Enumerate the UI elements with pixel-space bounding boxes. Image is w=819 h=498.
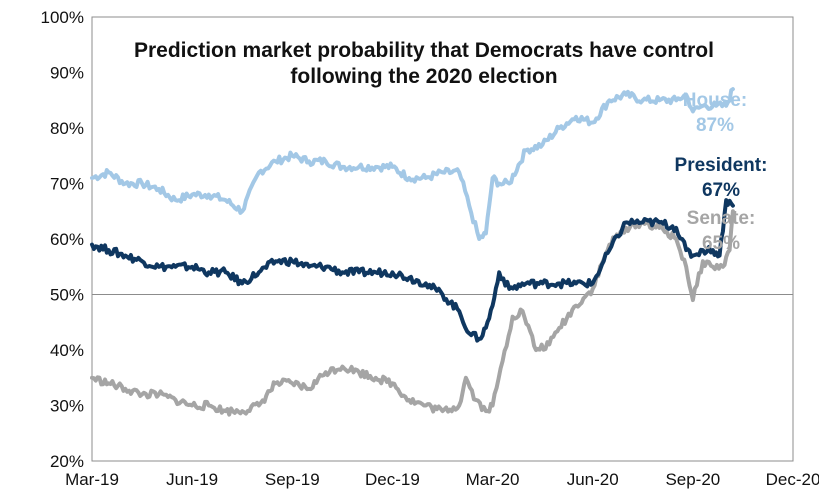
chart-title-line-2: following the 2020 election (290, 65, 557, 88)
house-label: House: (683, 90, 747, 111)
president-series-line (90, 198, 735, 343)
senate-series-line (90, 209, 735, 417)
chart-title-line-1: Prediction market probability that Democ… (134, 39, 714, 62)
president-label: President: (675, 155, 768, 176)
x-tick-label: Jun-20 (567, 470, 619, 489)
y-tick-label: 20% (50, 452, 84, 471)
x-tick-label: Jun-19 (166, 470, 218, 489)
y-axis-ticks: 20% 30% 40% 50% 60% 70% 80% 90% 100% (41, 8, 84, 471)
y-tick-label: 40% (50, 341, 84, 360)
y-tick-label: 50% (50, 286, 84, 305)
y-tick-label: 100% (41, 8, 84, 27)
x-tick-label: Mar-19 (65, 470, 119, 489)
senate-label: Senate: (687, 208, 756, 229)
x-axis-ticks: Mar-19 Jun-19 Sep-19 Dec-19 Mar-20 Jun-20 Sep-… (65, 470, 819, 489)
x-tick-label: Sep-20 (665, 470, 720, 489)
series-layer (90, 87, 735, 417)
president-value: 67% (702, 180, 740, 201)
x-tick-label: Dec-20 (766, 470, 819, 489)
x-tick-label: Sep-19 (265, 470, 320, 489)
x-tick-label: Dec-19 (365, 470, 420, 489)
senate-value: 65% (702, 233, 740, 254)
y-tick-label: 70% (50, 175, 84, 194)
y-tick-label: 80% (50, 119, 84, 138)
y-tick-label: 60% (50, 230, 84, 249)
x-tick-label: Mar-20 (466, 470, 520, 489)
y-tick-label: 90% (50, 64, 84, 83)
house-series-line (90, 87, 735, 241)
house-value: 87% (696, 115, 734, 136)
y-tick-label: 30% (50, 397, 84, 416)
